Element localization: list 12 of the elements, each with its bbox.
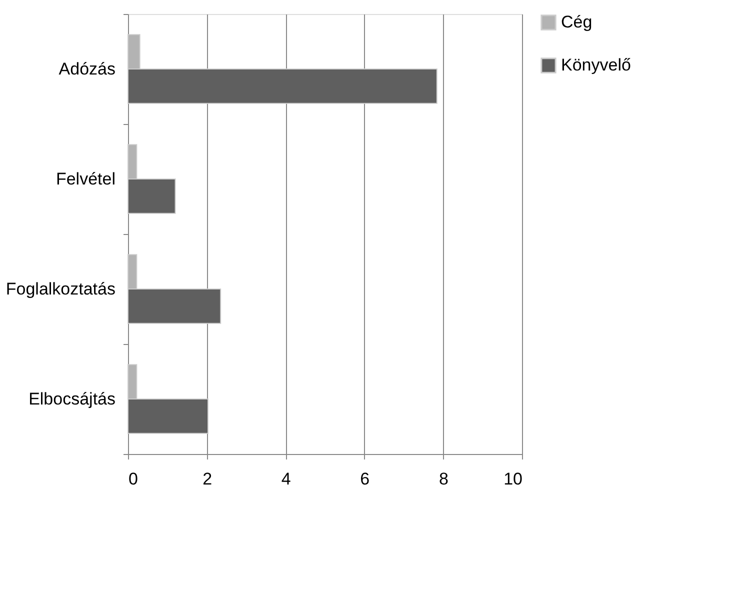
x-tick-label: 6 xyxy=(360,470,370,488)
x-tick-label: 10 xyxy=(504,470,522,488)
x-tick-label: 2 xyxy=(202,470,212,488)
x-tick-label: 8 xyxy=(438,470,448,488)
y-tick-label: Felvétel xyxy=(56,170,116,188)
y-tick-label: Adózás xyxy=(58,60,116,78)
y-tick-label: Foglalkoztatás xyxy=(6,280,116,298)
legend-label: Könyvelő xyxy=(561,56,631,74)
legend-label: Cég xyxy=(561,12,592,32)
x-tick-label: 4 xyxy=(281,470,291,488)
x-tick-label: 0 xyxy=(128,470,138,488)
y-tick-label: Elbocsájtás xyxy=(28,390,116,408)
